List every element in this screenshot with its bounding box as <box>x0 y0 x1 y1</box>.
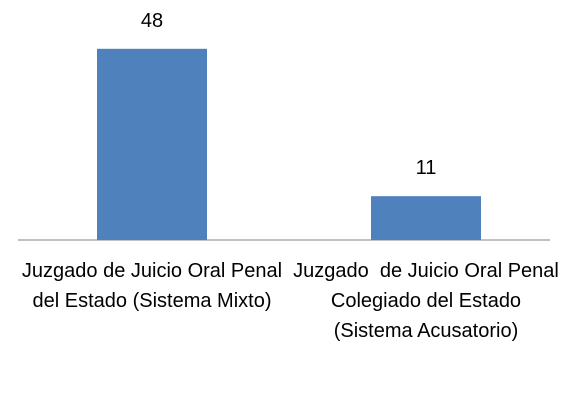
data-label: 11 <box>416 157 437 179</box>
data-label: 48 <box>141 10 163 32</box>
bar <box>371 196 481 240</box>
x-tick-label: Juzgado de Juicio Oral Penal Colegiado d… <box>293 260 565 342</box>
x-tick-label: Juzgado de Juicio Oral Penal del Estado … <box>21 260 288 312</box>
bar <box>97 48 207 240</box>
